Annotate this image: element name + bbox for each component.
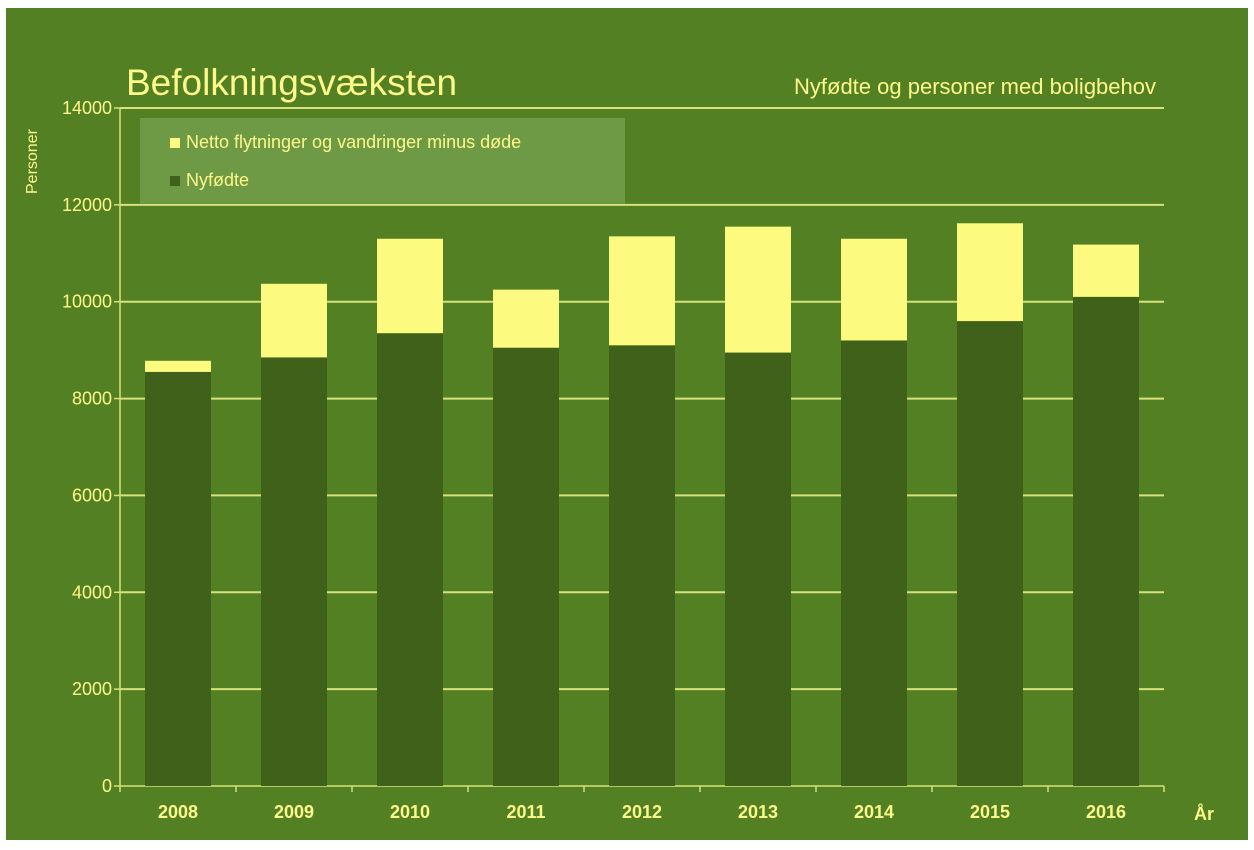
x-tick-label: 2015: [970, 802, 1010, 822]
bar-nyfodte-2008: [145, 371, 211, 786]
bar-netto-2011: [493, 289, 559, 348]
bar-nyfodte-2010: [377, 333, 443, 786]
chart-subtitle: Nyfødte og personer med boligbehov: [794, 74, 1156, 99]
x-tick-label: 2012: [622, 802, 662, 822]
chart-title: Befolkningsvæksten: [126, 62, 458, 103]
x-tick-label: 2013: [738, 802, 778, 822]
legend-swatch-netto: [170, 137, 180, 148]
legend-item-nyfodte: Nyfødte: [170, 170, 249, 191]
bar-nyfodte-2014: [841, 340, 907, 786]
y-tick-labels: 0 2000 4000 6000 8000 10000 12000 14000: [62, 98, 112, 796]
y-axis-label: Personer: [24, 129, 41, 194]
x-tick-label: 2016: [1086, 802, 1126, 822]
legend-label-nyfodte: Nyfødte: [186, 170, 250, 190]
y-tick-label: 10000: [62, 292, 112, 312]
bar-nyfodte-2016: [1073, 296, 1139, 786]
y-tick-label: 12000: [62, 195, 112, 215]
bar-nyfodte-2009: [261, 357, 327, 786]
y-tick-label: 2000: [72, 679, 112, 699]
bar-nyfodte-2012: [609, 345, 675, 786]
x-tick-label: 2009: [274, 802, 314, 822]
x-tick-label: 2011: [506, 802, 545, 822]
x-tick-labels: 2008 2009 2010 2011 2012 2013 2014 2015 2016: [158, 802, 1126, 822]
legend: Netto flytninger og vandringer minus død…: [140, 118, 625, 204]
y-tick-label: 0: [102, 776, 112, 796]
bar-nyfodte-2013: [725, 352, 791, 786]
bar-netto-2009: [261, 283, 327, 358]
y-tick-label: 6000: [72, 485, 112, 505]
legend-item-netto: Netto flytninger og vandringer minus død…: [170, 132, 521, 153]
x-tick-label: 2014: [854, 802, 894, 822]
bar-netto-2008: [145, 360, 211, 372]
x-axis-label: År: [1194, 804, 1215, 824]
bar-netto-2013: [725, 226, 791, 353]
y-tick-label: 14000: [62, 98, 112, 118]
bar-netto-2010: [377, 238, 443, 334]
bar-nyfodte-2011: [493, 347, 559, 786]
bar-netto-2016: [1073, 244, 1139, 297]
x-tick-label: 2008: [158, 802, 198, 822]
legend-label-netto: Netto flytninger og vandringer minus død…: [186, 132, 522, 152]
bar-nyfodte-2015: [957, 321, 1023, 786]
chart-panel: 0 2000 4000 6000 8000 10000 12000 14000 2008 200…: [6, 8, 1248, 840]
x-tick-label: 2010: [390, 802, 430, 822]
y-tick-label: 4000: [72, 582, 112, 602]
y-tick-label: 8000: [72, 389, 112, 409]
bar-netto-2015: [957, 223, 1023, 322]
bar-netto-2012: [609, 236, 675, 346]
legend-swatch-nyfodte: [170, 175, 180, 186]
bars: [145, 223, 1139, 786]
bar-netto-2014: [841, 238, 907, 341]
